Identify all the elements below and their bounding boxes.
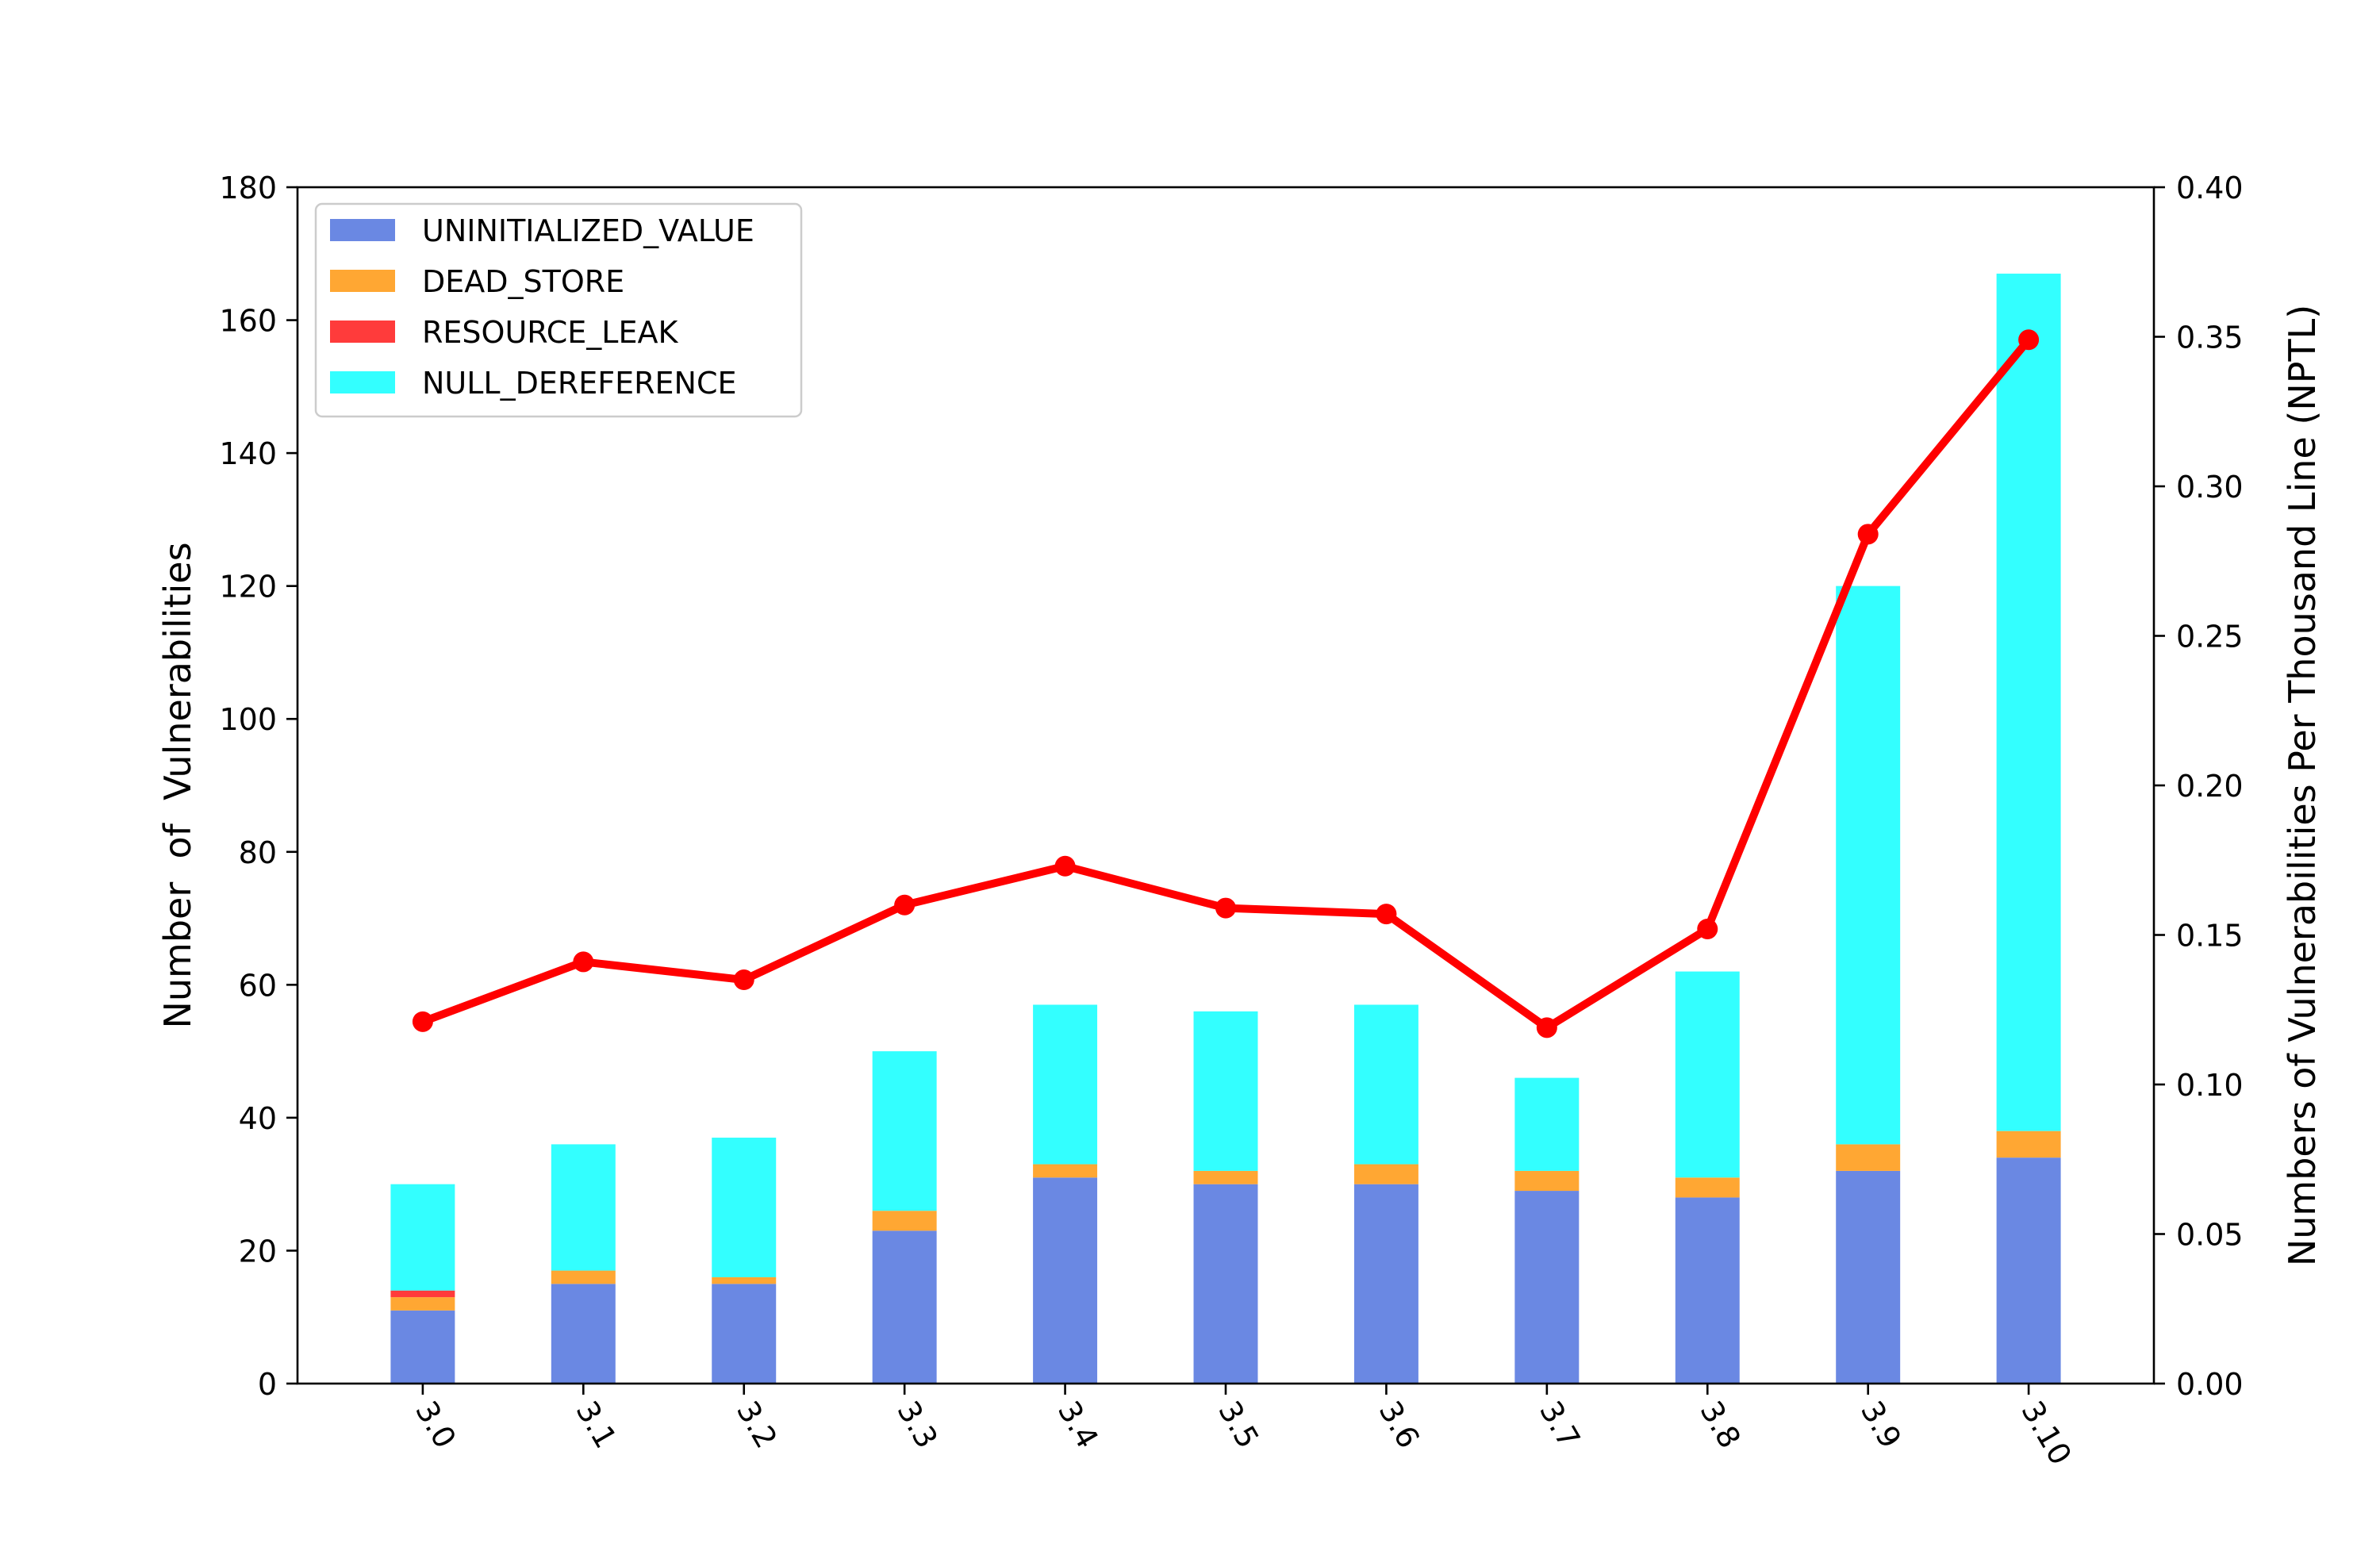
x-tick-label: 3.5 (1211, 1395, 1265, 1454)
nptl-point-3-2 (733, 969, 754, 991)
y-axis-left: 0 20 40 60 80 100 120 140 160 180 (219, 171, 298, 1402)
nptl-point-3-4 (1054, 855, 1076, 877)
x-tick-label: 3.2 (730, 1395, 784, 1454)
legend-swatch-uninitialized-value (330, 219, 395, 241)
legend-label-null-dereference: NULL_DEREFERENCE (422, 366, 737, 401)
bar-uninitialized-value-3-7 (1514, 1191, 1580, 1384)
legend-label-resource-leak: RESOURCE_LEAK (422, 315, 678, 350)
y-tick-label: 180 (219, 171, 277, 205)
bar-uninitialized-value-3-6 (1353, 1184, 1418, 1384)
bar-dead-store-3-10 (1996, 1130, 2061, 1158)
x-tick-label: 3.8 (1693, 1395, 1747, 1454)
bar-null-dereference-3-6 (1353, 1004, 1418, 1165)
bar-resource-leak-3-0 (390, 1290, 455, 1298)
legend-swatch-null-dereference (330, 371, 395, 393)
nptl-point-3-7 (1536, 1017, 1557, 1038)
legend: UNINITIALIZED_VALUE DEAD_STORE RESOURCE_LE… (314, 202, 803, 418)
nptl-point-3-1 (573, 951, 594, 973)
nptl-line-layer (412, 329, 2040, 1038)
bar-uninitialized-value-3-2 (712, 1284, 777, 1384)
nptl-point-3-9 (1857, 524, 1879, 545)
legend-swatch-dead-store (330, 270, 395, 292)
legend-label-dead-store: DEAD_STORE (422, 264, 624, 299)
x-tick-label: 3.10 (2014, 1395, 2078, 1471)
y2-tick-label: 0.35 (2176, 321, 2244, 355)
nptl-point-3-8 (1697, 918, 1718, 939)
nptl-point-3-5 (1215, 897, 1236, 919)
y2-tick-label: 0.20 (2176, 769, 2244, 804)
nptl-point-3-0 (412, 1011, 433, 1032)
bar-dead-store-3-7 (1514, 1170, 1580, 1192)
bar-null-dereference-3-8 (1675, 971, 1740, 1178)
x-tick-label: 3.9 (1854, 1395, 1908, 1454)
bar-null-dereference-3-3 (872, 1051, 937, 1211)
legend-box (314, 202, 803, 418)
bar-uninitialized-value-3-1 (551, 1284, 616, 1384)
y-axis-right: 0.00 0.05 0.10 0.15 0.20 0.25 0.30 0.35 0.40 (2154, 171, 2244, 1402)
nptl-line (421, 337, 2032, 1032)
bar-uninitialized-value-3-8 (1675, 1197, 1740, 1384)
x-tick-label: 3.1 (570, 1395, 624, 1454)
bar-uninitialized-value-3-4 (1033, 1177, 1098, 1384)
bar-dead-store-3-0 (390, 1297, 455, 1311)
bars-layer (390, 273, 2061, 1384)
y2-tick-label: 0.25 (2176, 620, 2244, 654)
y-tick-label: 40 (239, 1101, 277, 1136)
nptl-point-3-10 (2018, 329, 2040, 351)
y-tick-label: 140 (219, 436, 277, 471)
y2-tick-label: 0.05 (2176, 1218, 2244, 1253)
bar-dead-store-3-1 (551, 1270, 616, 1284)
y-axis-label-left: Number of Vulnerabilities (156, 542, 199, 1028)
bar-null-dereference-3-4 (1033, 1004, 1098, 1165)
x-tick-label: 3.6 (1372, 1395, 1426, 1454)
bar-dead-store-3-3 (872, 1211, 937, 1231)
bar-dead-store-3-5 (1193, 1170, 1258, 1184)
y-tick-label: 160 (219, 304, 277, 339)
y2-tick-label: 0.15 (2176, 919, 2244, 954)
y-tick-label: 80 (239, 835, 277, 870)
y2-tick-label: 0.30 (2176, 470, 2244, 505)
bar-null-dereference-3-5 (1193, 1011, 1258, 1171)
y2-tick-label: 0.40 (2176, 171, 2244, 205)
x-tick-label: 3.0 (409, 1395, 463, 1454)
bar-uninitialized-value-3-0 (390, 1310, 455, 1384)
bar-null-dereference-3-1 (551, 1144, 616, 1271)
bar-uninitialized-value-3-3 (872, 1230, 937, 1384)
y-axis-label-right: Numbers of Vulnerabilities Per Thousand … (2281, 305, 2324, 1266)
bar-null-dereference-3-7 (1514, 1077, 1580, 1171)
bar-dead-store-3-6 (1353, 1164, 1418, 1184)
x-tick-label: 3.7 (1533, 1395, 1587, 1454)
bar-null-dereference-3-9 (1836, 585, 1901, 1145)
y-tick-label: 20 (239, 1234, 277, 1269)
bar-dead-store-3-4 (1033, 1164, 1098, 1178)
bar-uninitialized-value-3-9 (1836, 1170, 1901, 1384)
x-tick-label: 3.3 (890, 1395, 944, 1454)
bar-dead-store-3-9 (1836, 1144, 1901, 1171)
bar-null-dereference-3-2 (712, 1138, 777, 1277)
y2-tick-label: 0.00 (2176, 1367, 2244, 1402)
x-tick-label: 3.4 (1051, 1395, 1105, 1454)
bar-null-dereference-3-0 (390, 1184, 455, 1291)
legend-label-uninitialized-value: UNINITIALIZED_VALUE (422, 213, 754, 248)
y-tick-label: 100 (219, 702, 277, 737)
nptl-point-3-6 (1376, 904, 1397, 925)
bar-dead-store-3-2 (712, 1276, 777, 1284)
legend-swatch-resource-leak (330, 321, 395, 343)
bar-dead-store-3-8 (1675, 1177, 1740, 1198)
bar-uninitialized-value-3-5 (1193, 1184, 1258, 1384)
x-axis: 3.0 3.1 3.2 3.3 3.4 3.5 3.6 3.7 3.8 3.9 3.10 (409, 1384, 2079, 1471)
bar-null-dereference-3-10 (1996, 273, 2061, 1131)
y-tick-label: 60 (239, 968, 277, 1003)
y-tick-label: 0 (258, 1367, 277, 1402)
y2-tick-label: 0.10 (2176, 1068, 2244, 1103)
y-tick-label: 120 (219, 570, 277, 605)
nptl-point-3-3 (894, 894, 916, 916)
bar-uninitialized-value-3-10 (1996, 1157, 2061, 1384)
